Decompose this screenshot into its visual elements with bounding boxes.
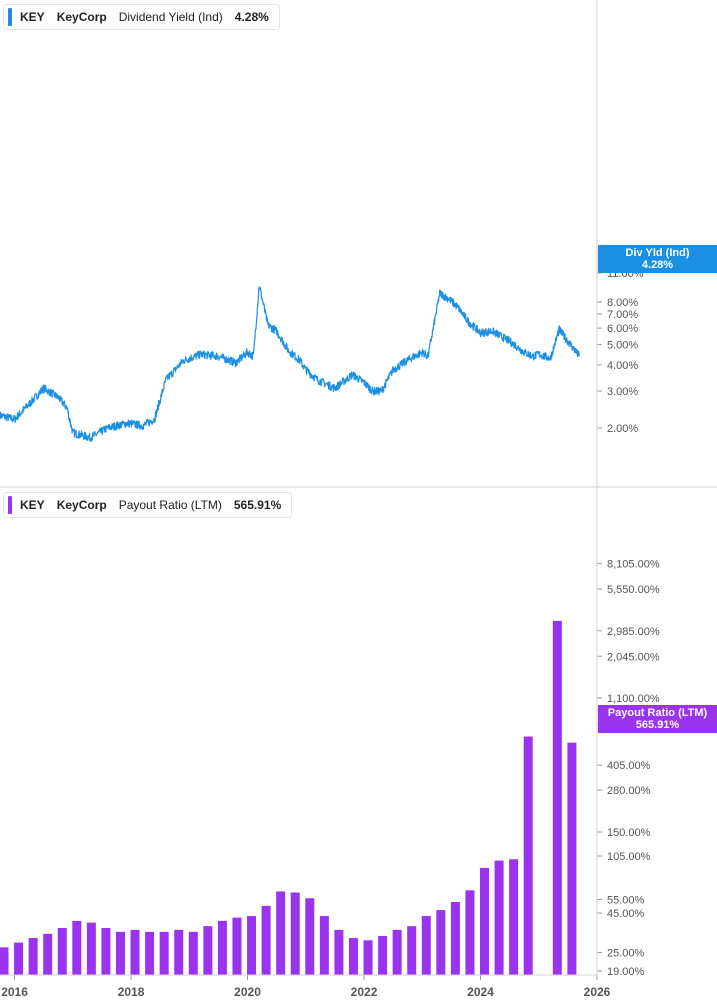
yield-tick-label: 7.00%	[607, 309, 638, 321]
payout-legend-ticker: KEY	[20, 498, 45, 512]
payout-tick-label: 280.00%	[607, 785, 651, 797]
x-tick-label: 2018	[118, 985, 145, 999]
yield-value-tag: Div Yld (Ind) 4.28%	[598, 245, 717, 273]
yield-legend-value: 4.28%	[234, 10, 269, 24]
yield-legend-metric: Dividend Yield (Ind)	[118, 10, 223, 24]
payout-bar	[247, 916, 257, 975]
yield-panel-ticks: 2.00%3.00%4.00%5.00%6.00%7.00%8.00%11.00…	[597, 268, 644, 435]
yield-tick-label: 6.00%	[607, 323, 638, 335]
dividend-yield-line	[0, 286, 581, 442]
payout-tick-label: 55.00%	[607, 894, 645, 906]
payout-bar	[101, 928, 111, 975]
yield-legend-swatch	[8, 8, 12, 26]
payout-bar	[450, 901, 460, 975]
payout-panel-ticks: 19.00% 25.00% 45.00% 55.00% 105.00% 150.00% 28…	[597, 559, 660, 978]
payout-bar	[334, 929, 344, 975]
yield-tag-value: 4.28%	[641, 259, 674, 271]
payout-bar	[392, 929, 402, 975]
yield-tick-label: 8.00%	[607, 297, 638, 309]
payout-bar	[552, 620, 562, 975]
payout-bar	[72, 920, 82, 975]
payout-legend-value: 565.91%	[233, 498, 282, 512]
payout-bar	[480, 867, 490, 975]
yield-legend-ticker: KEY	[20, 10, 45, 24]
yield-tag-label: Div Yld (Ind)	[625, 247, 690, 259]
x-tick-label: 2026	[584, 985, 611, 999]
x-tick-label: 2024	[467, 985, 494, 999]
payout-bar	[305, 898, 315, 975]
payout-bar	[0, 947, 9, 975]
payout-bar	[509, 859, 519, 975]
payout-tick-label: 2,985.00%	[607, 626, 660, 638]
payout-legend-metric: Payout Ratio (LTM)	[118, 498, 222, 512]
payout-tick-label: 25.00%	[607, 948, 645, 960]
payout-bar	[378, 935, 388, 975]
payout-bar	[290, 892, 300, 975]
payout-bar	[523, 736, 533, 975]
yield-legend[interactable]: KEY KeyCorp Dividend Yield (Ind) 4.28%	[3, 4, 280, 30]
yield-tick-label: 4.00%	[607, 360, 638, 372]
payout-bar	[407, 926, 417, 975]
payout-bar	[57, 928, 67, 975]
payout-tick-label: 150.00%	[607, 827, 651, 839]
payout-bar	[567, 742, 577, 975]
payout-bar	[421, 916, 431, 975]
payout-tick-label: 405.00%	[607, 760, 651, 772]
payout-bar	[159, 931, 169, 975]
payout-bar	[217, 920, 227, 975]
payout-bar	[494, 860, 504, 975]
yield-tick-label: 2.00%	[607, 423, 638, 435]
payout-tag-label: Payout Ratio (LTM)	[607, 707, 708, 719]
payout-bar	[14, 942, 24, 975]
payout-tick-label: 19.00%	[607, 966, 645, 978]
payout-bar	[319, 916, 329, 975]
payout-bar	[276, 891, 286, 975]
payout-tick-label: 8,105.00%	[607, 559, 660, 571]
payout-bar	[188, 931, 198, 975]
x-tick-label: 2016	[1, 985, 28, 999]
payout-bar	[174, 929, 184, 975]
payout-bar	[43, 933, 53, 975]
payout-legend-company: KeyCorp	[56, 498, 107, 512]
payout-bar	[436, 910, 446, 975]
payout-bar	[203, 926, 213, 975]
payout-tick-label: 1,100.00%	[607, 693, 660, 705]
yield-legend-company: KeyCorp	[56, 10, 107, 24]
payout-value-tag: Payout Ratio (LTM) 565.91%	[598, 705, 717, 733]
payout-tick-label: 5,550.00%	[607, 584, 660, 596]
yield-plot-area	[0, 286, 581, 442]
payout-bar	[261, 905, 271, 975]
payout-tag-value: 565.91%	[635, 719, 680, 731]
payout-legend[interactable]: KEY KeyCorp Payout Ratio (LTM) 565.91%	[3, 492, 293, 518]
payout-bar	[130, 929, 140, 975]
payout-bar	[145, 931, 155, 975]
yield-tick-label: 3.00%	[607, 386, 638, 398]
payout-bar	[363, 940, 373, 975]
x-axis: 2016 2018 2020 2022 2024 2026	[1, 975, 611, 999]
payout-tick-label: 105.00%	[607, 851, 651, 863]
payout-bar	[348, 938, 358, 975]
payout-tick-label: 2,045.00%	[607, 651, 660, 663]
x-tick-label: 2022	[351, 985, 378, 999]
payout-bar	[115, 931, 125, 975]
x-tick-label: 2020	[234, 985, 261, 999]
payout-bar	[86, 922, 96, 975]
payout-legend-swatch	[8, 496, 12, 514]
payout-bar	[28, 938, 38, 975]
payout-tick-label: 45.00%	[607, 908, 645, 920]
payout-bar	[232, 917, 242, 975]
payout-bar	[465, 890, 475, 975]
payout-plot-area	[0, 620, 577, 975]
yield-tick-label: 5.00%	[607, 340, 638, 352]
